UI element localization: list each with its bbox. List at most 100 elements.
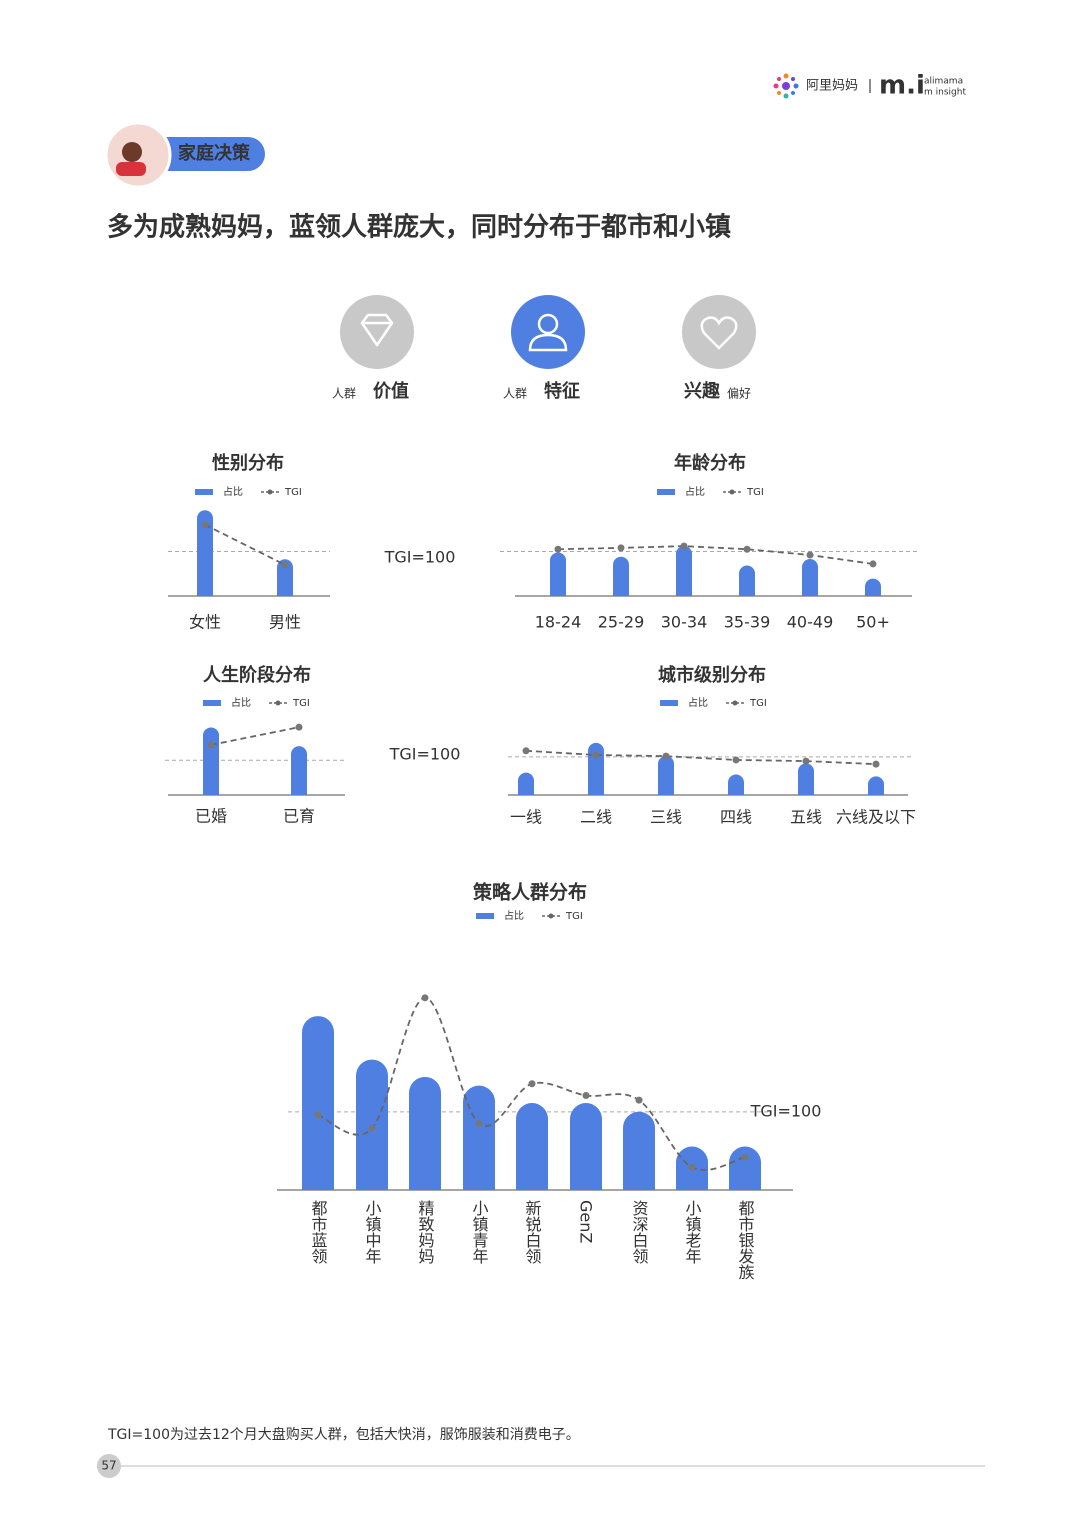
bar <box>203 727 219 795</box>
page-title: 多为成熟妈妈，蓝领人群庞大，同时分布于都市和小镇 <box>107 212 731 243</box>
x-tick-label: 35-39 <box>724 613 771 632</box>
x-tick-label: 已婚 <box>195 807 227 826</box>
tgi-dot <box>806 551 814 559</box>
x-tick-label: 资深白领 <box>630 1200 649 1264</box>
bar <box>463 1085 495 1190</box>
bar <box>518 772 534 795</box>
legend-label: TGI <box>749 698 767 709</box>
bar <box>570 1103 602 1190</box>
legend-label: 占比 <box>685 485 705 498</box>
x-tick-label: 新锐白领 <box>523 1200 542 1264</box>
x-tick-label: 五线 <box>790 808 822 827</box>
x-tick-label: 六线及以下 <box>836 808 916 827</box>
logo-sub: alimama <box>924 77 963 87</box>
tgi-dot <box>732 756 740 764</box>
legend-dot <box>729 489 735 495</box>
tab-small[interactable]: 人群 <box>503 387 527 401</box>
tgi-dot <box>207 741 215 749</box>
bar <box>798 763 814 795</box>
legend-dot <box>732 700 738 706</box>
legend-swatch <box>203 700 221 706</box>
x-tick-label: 二线 <box>580 808 612 827</box>
legend-label: 占比 <box>688 696 708 709</box>
legend-label: TGI <box>565 911 583 922</box>
tab-big[interactable]: 兴趣 <box>684 381 721 402</box>
tab-small[interactable]: 人群 <box>332 387 356 401</box>
x-tick-label: 25-29 <box>598 613 645 632</box>
tab-small[interactable]: 偏好 <box>727 386 751 401</box>
tgi-dot <box>741 1153 749 1161</box>
legend-label: TGI <box>292 698 310 709</box>
legend-swatch <box>195 489 213 495</box>
section-tag: 家庭决策 <box>178 142 251 164</box>
tgi-dot <box>582 1091 590 1099</box>
legend-label: TGI <box>284 487 302 498</box>
legend-dot <box>267 489 273 495</box>
bar <box>197 510 213 596</box>
tgi-dot <box>662 752 670 760</box>
tgi-dot <box>421 994 429 1002</box>
bar <box>277 559 293 596</box>
tgi-dot <box>743 545 751 553</box>
legend-label: TGI <box>746 487 764 498</box>
tgi-dot <box>528 1080 536 1088</box>
tab-big[interactable]: 价值 <box>373 380 409 402</box>
legend-label: 占比 <box>223 485 243 498</box>
tgi-dot <box>688 1163 696 1171</box>
reference-label: TGI=100 <box>384 548 456 567</box>
tgi-dot <box>554 545 562 553</box>
bar <box>550 552 566 596</box>
tgi-dot <box>635 1096 643 1104</box>
x-tick-label: 四线 <box>720 808 752 827</box>
chart-title: 人生阶段分布 <box>203 664 311 686</box>
tgi-line <box>210 726 300 746</box>
x-tick-label: 已育 <box>283 807 315 826</box>
bar <box>613 556 629 596</box>
tgi-dot <box>314 1111 322 1119</box>
bar <box>658 755 674 795</box>
bar <box>739 565 755 596</box>
avatar-figure <box>122 142 142 162</box>
legend-swatch <box>657 489 675 495</box>
x-tick-label: 精致妈妈 <box>416 1200 435 1265</box>
person-icon <box>528 333 568 352</box>
bar <box>623 1111 655 1190</box>
tgi-line <box>317 996 746 1171</box>
logo-sub: m insight <box>924 88 966 98</box>
bar <box>868 776 884 795</box>
bar <box>802 558 818 596</box>
heart-icon <box>700 316 738 350</box>
footnote: TGI=100为过去12个月大盘购买人群，包括大快消，服饰服装和消费电子。 <box>107 1426 580 1443</box>
bar <box>516 1103 548 1190</box>
tgi-dot <box>295 723 303 731</box>
brand-name: 阿里妈妈 <box>806 79 858 94</box>
tgi-dot <box>281 561 289 569</box>
x-tick-label: 50+ <box>856 613 890 632</box>
bar <box>302 1016 334 1190</box>
x-tick-label: 三线 <box>650 808 682 827</box>
tab-icon[interactable] <box>340 295 414 369</box>
tgi-dot <box>201 521 209 529</box>
x-tick-label: 40-49 <box>787 613 834 632</box>
x-tick-label: 30-34 <box>661 613 708 632</box>
legend-label: 占比 <box>504 909 524 922</box>
reference-label: TGI=100 <box>389 745 461 764</box>
logo-mark: m.i <box>879 71 925 101</box>
legend-swatch <box>476 913 494 919</box>
tgi-dot <box>802 757 810 765</box>
legend-label: 占比 <box>231 696 251 709</box>
tgi-dot <box>368 1124 376 1132</box>
tgi-dot <box>680 542 688 550</box>
avatar-figure <box>116 162 146 176</box>
x-tick-label: 一线 <box>510 808 542 827</box>
tab-big[interactable]: 特征 <box>544 380 580 402</box>
x-tick-label: 都市银发族 <box>736 1200 755 1280</box>
page-number: 57 <box>101 1459 116 1473</box>
legend-dot <box>548 913 554 919</box>
brand-logo <box>773 73 799 99</box>
tab-icon[interactable] <box>682 295 756 369</box>
x-tick-label: 小镇老年 <box>683 1200 702 1264</box>
chart-title: 策略人群分布 <box>473 881 587 904</box>
